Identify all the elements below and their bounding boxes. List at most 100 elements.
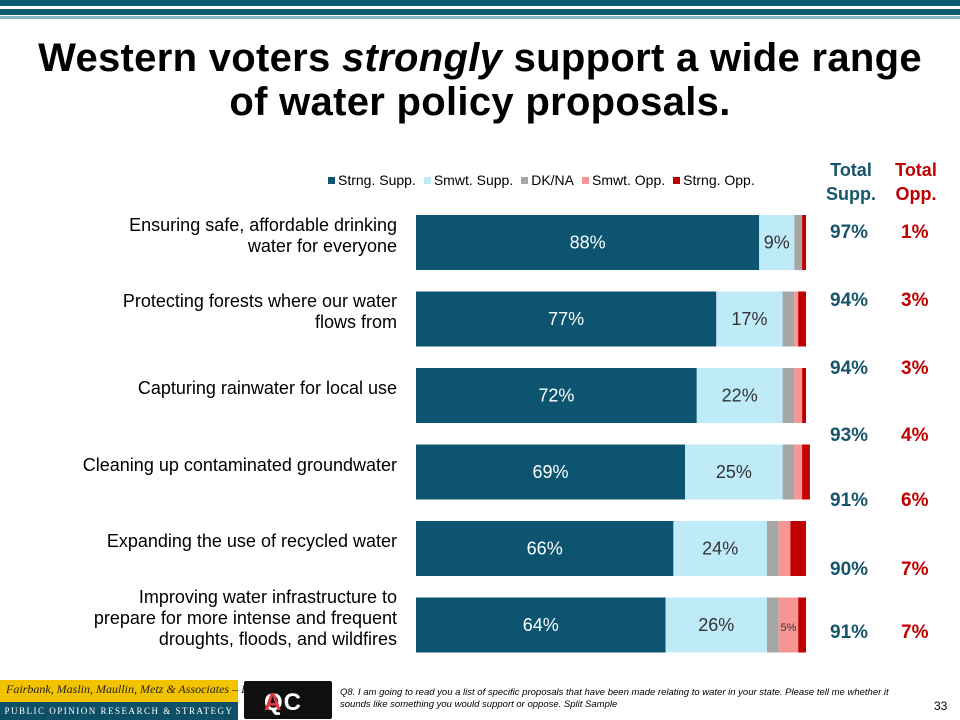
legend-swatch-strong-oppose <box>673 176 681 184</box>
category-label-line: water for everyone <box>247 235 397 256</box>
category-label: Cleaning up contaminated groundwater <box>7 455 397 476</box>
legend-label-strong-support: Strng. Supp. <box>338 172 416 188</box>
fm3-logo: Fairbank, Maslin, Maullin, Metz & Associ… <box>0 680 264 720</box>
bar-segment <box>794 368 803 423</box>
category-label-line: Ensuring safe, affordable drinking <box>129 214 397 235</box>
total-support-value: 94% <box>830 358 869 379</box>
page-number: 33 <box>934 699 948 713</box>
header-stripe-top <box>0 0 960 6</box>
category-label-line: Expanding the use of recycled water <box>106 531 397 551</box>
page-title: Western voters strongly support a wide r… <box>20 36 940 124</box>
bar-data-label: 22% <box>722 386 758 406</box>
legend-swatch-dkna <box>521 176 529 184</box>
total-oppose-value: 7% <box>901 559 929 580</box>
bar-segment <box>685 444 783 500</box>
bar-segment <box>802 368 806 423</box>
bar-segment <box>790 521 806 576</box>
bar-segment <box>794 215 803 270</box>
qca-logo-a: A <box>264 689 283 716</box>
fm3-firm-name: Fairbank, Maslin, Maullin, Metz & Associ… <box>6 682 265 696</box>
total-oppose-header-line-1: Total <box>895 160 937 180</box>
total-support-value: 91% <box>830 622 869 643</box>
bar-data-label: 9% <box>764 233 790 253</box>
bar-segment <box>778 521 791 576</box>
bar-segment <box>794 291 799 347</box>
legend-label-dkna: DK/NA <box>531 172 574 188</box>
bar-data-label: 66% <box>527 539 563 559</box>
qca-logo: QC A <box>244 681 332 719</box>
header-stripe-light <box>0 16 960 19</box>
category-label-line: Cleaning up contaminated groundwater <box>82 454 397 475</box>
bar-segment <box>782 368 795 423</box>
category-label-line: Capturing rainwater for local use <box>137 378 397 398</box>
bar-segment <box>798 597 806 653</box>
bar-segment <box>767 597 779 653</box>
total-oppose-value: 7% <box>901 622 929 643</box>
bar-segment <box>759 215 795 270</box>
total-oppose-header: Total Opp. <box>884 158 948 206</box>
bar-segment <box>782 291 795 347</box>
bar-segment <box>798 291 806 347</box>
legend-item-strong-oppose: Strng. Opp. <box>673 172 755 188</box>
bar-data-label: 25% <box>716 462 752 482</box>
title-emphasis: strongly <box>341 36 503 80</box>
bar-segment <box>416 368 697 423</box>
header-stripe-middle <box>0 9 960 15</box>
legend-item-somewhat-oppose: Smwt. Opp. <box>582 172 665 188</box>
bar-segment <box>416 291 717 347</box>
bar-data-label: 17% <box>731 309 767 329</box>
category-label-line: Protecting forests where our water <box>122 291 397 311</box>
bar-segment <box>416 444 686 500</box>
legend-swatch-strong-support <box>328 176 335 184</box>
legend-label-somewhat-support: Smwt. Supp. <box>433 172 514 188</box>
title-part-1: Western voters <box>38 36 342 80</box>
bar-data-label: 88% <box>570 233 606 253</box>
total-support-value: 97% <box>830 222 869 243</box>
bar-data-label: 77% <box>548 309 584 329</box>
legend-label-somewhat-oppose: Smwt. Opp. <box>592 172 666 188</box>
bar-segment <box>778 597 799 653</box>
bar-data-label: 64% <box>523 615 559 635</box>
total-support-header: Total Supp. <box>816 158 886 206</box>
title-part-2: support a wide range of water policy pro… <box>229 36 922 124</box>
total-oppose-value: 3% <box>901 290 929 311</box>
total-support-header-line-1: Total <box>830 160 872 180</box>
legend-swatch-somewhat-oppose <box>582 176 589 184</box>
bar-segment <box>802 215 806 270</box>
question-footnote: Q8. I am going to read you a list of spe… <box>340 687 889 710</box>
bar-segment <box>416 597 666 653</box>
bar-data-label: 26% <box>698 615 734 635</box>
legend-label-strong-oppose: Strng. Opp. <box>683 172 755 188</box>
total-support-value: 91% <box>830 490 869 511</box>
legend-item-strong-support: Strng. Supp. <box>328 172 416 188</box>
total-oppose-value: 4% <box>901 425 929 446</box>
total-oppose-value: 6% <box>901 490 929 511</box>
category-label-line: prepare for more intense and frequent <box>93 607 397 628</box>
bar-segment <box>673 521 767 576</box>
total-support-value: 90% <box>830 559 869 580</box>
bar-segment <box>665 597 767 653</box>
bar-segment <box>416 521 674 576</box>
category-label-line: Improving water infrastructure to <box>138 586 397 607</box>
fm3-tagline: PUBLIC OPINION RESEARCH & STRATEGY <box>0 702 238 720</box>
legend-item-dkna: DK/NA <box>521 172 574 188</box>
chart-legend: Strng. Supp. Smwt. Supp. DK/NA Smwt. Opp… <box>328 172 755 188</box>
bar-data-label: 69% <box>533 462 569 482</box>
bar-segment <box>782 444 795 500</box>
bar-data-label: 5% <box>780 622 796 634</box>
total-oppose-header-line-2: Opp. <box>895 184 937 204</box>
bar-segment <box>696 368 783 423</box>
category-label-line: flows from <box>314 312 397 332</box>
total-support-value: 93% <box>830 425 869 446</box>
total-oppose-value: 1% <box>901 222 929 243</box>
bar-segment <box>416 215 760 270</box>
bar-data-label: 24% <box>702 539 738 559</box>
total-oppose-value: 3% <box>901 358 929 379</box>
category-label: Ensuring safe, affordable drinking water … <box>7 215 397 257</box>
bar-segment <box>716 291 783 347</box>
bar-data-label: 72% <box>538 386 574 406</box>
total-support-value: 94% <box>830 290 869 311</box>
bar-segment <box>794 444 803 500</box>
legend-swatch-somewhat-support <box>423 176 431 184</box>
qca-logo-qc: QC <box>264 689 302 716</box>
